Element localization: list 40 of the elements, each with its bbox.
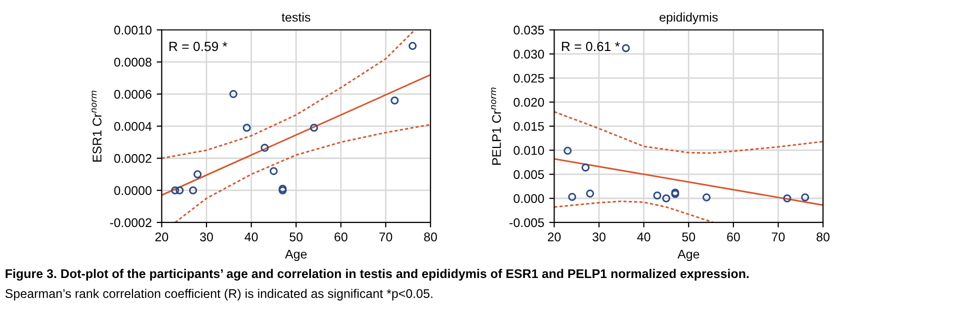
y-tick-label: -0.0002	[110, 218, 152, 228]
x-tick-label: 80	[424, 232, 437, 242]
y-tick-label: 0.020	[514, 98, 544, 107]
y-tick-label: 0.015	[514, 122, 544, 131]
chart-title: epididymis	[660, 12, 718, 24]
y-tick-label: 0.0008	[114, 58, 152, 67]
annotation: R = 0.61 *	[562, 42, 620, 52]
y-axis-title: ESR1 Cr$^{norm}$	[92, 90, 102, 162]
y-tick-label: 0.000	[514, 194, 544, 204]
y-tick-label: 0.035	[514, 26, 544, 35]
y-tick-label: 0.005	[514, 170, 544, 179]
caption: Figure 3. Dot-plot of the participants’ age and correlation in testis and epididymis of ESR1 and PELP1 normalized expression.	[6, 268, 749, 281]
y-tick-label: 0.010	[514, 146, 544, 155]
x-tick-label: 50	[290, 232, 303, 242]
y-tick-label: 0.0002	[114, 154, 152, 163]
x-tick-label: 20	[548, 232, 561, 242]
x-tick-label: 50	[682, 232, 696, 242]
x-tick-label: 20	[155, 232, 168, 242]
y-axis-title: PELP1 Cr$^{norm}$	[491, 88, 501, 165]
x-axis-title: Age	[678, 250, 700, 262]
x-tick-label: 30	[200, 232, 213, 242]
x-tick-label: 60	[727, 232, 740, 242]
x-tick-label: 70	[379, 232, 392, 242]
y-tick-label: 0.025	[514, 74, 544, 83]
y-tick-label: 0.030	[514, 50, 544, 59]
x-tick-label: 40	[244, 232, 258, 242]
x-axis-title: Age	[285, 250, 307, 262]
y-tick-label: 0.0010	[114, 26, 152, 35]
text: Spearman’s rank correlation coefficient (R) is indicated as significant *p<0.05.	[5, 288, 432, 300]
x-tick-label: 80	[816, 232, 830, 242]
x-tick-label: 40	[637, 232, 650, 242]
y-tick-label: 0.0006	[114, 90, 152, 99]
y-tick-label: 0.0004	[114, 122, 152, 131]
y-tick-label: 0.0000	[114, 186, 152, 195]
y-tick-label: -0.005	[510, 218, 544, 228]
chart-title: testis	[282, 12, 310, 22]
annotation: R = 0.59 *	[169, 42, 228, 52]
x-tick-label: 70	[772, 232, 785, 242]
x-tick-label: 30	[592, 232, 606, 242]
x-tick-label: 60	[334, 232, 348, 242]
